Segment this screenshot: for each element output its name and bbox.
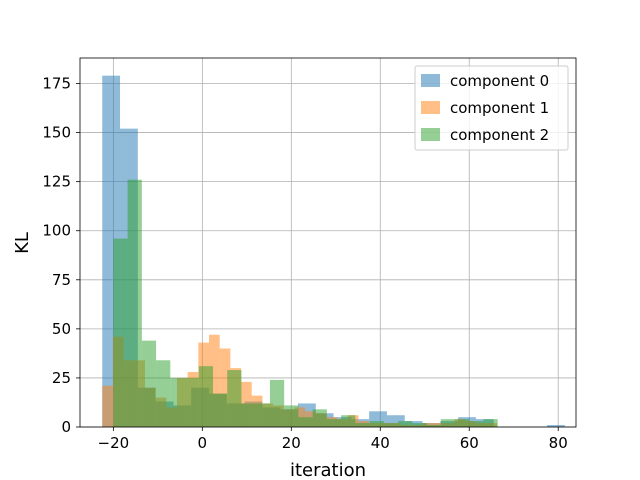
histogram-bar [184, 377, 199, 427]
histogram-bar [219, 348, 231, 427]
legend-label: component 1 [450, 99, 549, 117]
x-tick-label: 40 [371, 434, 390, 452]
histogram-bar [547, 425, 565, 427]
x-tick-label: 80 [549, 434, 568, 452]
histogram-bar [198, 366, 214, 427]
y-tick-label: 175 [42, 75, 71, 93]
legend-frame [414, 65, 569, 151]
histogram-bar [440, 419, 456, 427]
y-tick-label: 25 [52, 369, 71, 387]
legend-swatch [421, 74, 440, 87]
histogram-bars [102, 75, 565, 428]
x-tick-label: −20 [98, 434, 130, 452]
histogram-bar [269, 379, 285, 427]
histogram-bar [213, 393, 228, 427]
histogram-bar [127, 179, 142, 427]
histogram-bar [469, 421, 484, 427]
x-tick-label: 60 [460, 434, 479, 452]
histogram-bar [241, 403, 256, 427]
histogram-bar [209, 334, 220, 427]
histogram-bar [298, 417, 313, 427]
histogram-bar [483, 419, 498, 427]
y-ticks: 0 25 50 75 100 125 150 175 [42, 75, 80, 436]
histogram-bar [284, 405, 299, 427]
histogram-bar [383, 423, 399, 427]
histogram-bar [412, 423, 427, 427]
histogram-bar [341, 415, 356, 427]
y-tick-label: 50 [52, 320, 71, 338]
x-tick-label: 20 [282, 434, 301, 452]
y-tick-label: 125 [42, 173, 71, 191]
histogram-bar [113, 238, 128, 427]
histogram-bar [227, 370, 242, 427]
plot-frame [79, 57, 577, 428]
y-tick-label: 150 [42, 124, 71, 142]
histogram-bar [355, 423, 370, 427]
y-tick-label: 100 [42, 222, 71, 240]
histogram-bar [398, 421, 413, 427]
x-tick-label: 0 [198, 434, 208, 452]
series-2-bars [113, 179, 498, 427]
x-ticks: −20 0 20 40 60 80 [98, 427, 568, 452]
histogram-bar [312, 409, 327, 427]
histogram-bar [369, 421, 384, 427]
y-tick-label: 0 [61, 418, 71, 436]
histogram-bar [170, 377, 185, 427]
y-axis-label: KL [12, 232, 33, 254]
histogram-bar [426, 425, 441, 427]
legend: component 0 component 1 component 2 [414, 65, 569, 151]
histogram-bar [386, 415, 405, 427]
histogram-bar [141, 340, 157, 427]
histogram-bar [455, 419, 470, 427]
histogram-bar [102, 385, 113, 427]
legend-swatch [421, 101, 440, 114]
histogram-bar [326, 419, 342, 427]
histogram-bar [156, 360, 171, 427]
histogram-bar [255, 403, 270, 427]
y-tick-label: 75 [52, 271, 71, 289]
legend-label: component 2 [450, 126, 549, 144]
legend-label: component 0 [450, 72, 549, 90]
legend-swatch [421, 128, 440, 141]
x-axis-label: iteration [290, 460, 366, 480]
